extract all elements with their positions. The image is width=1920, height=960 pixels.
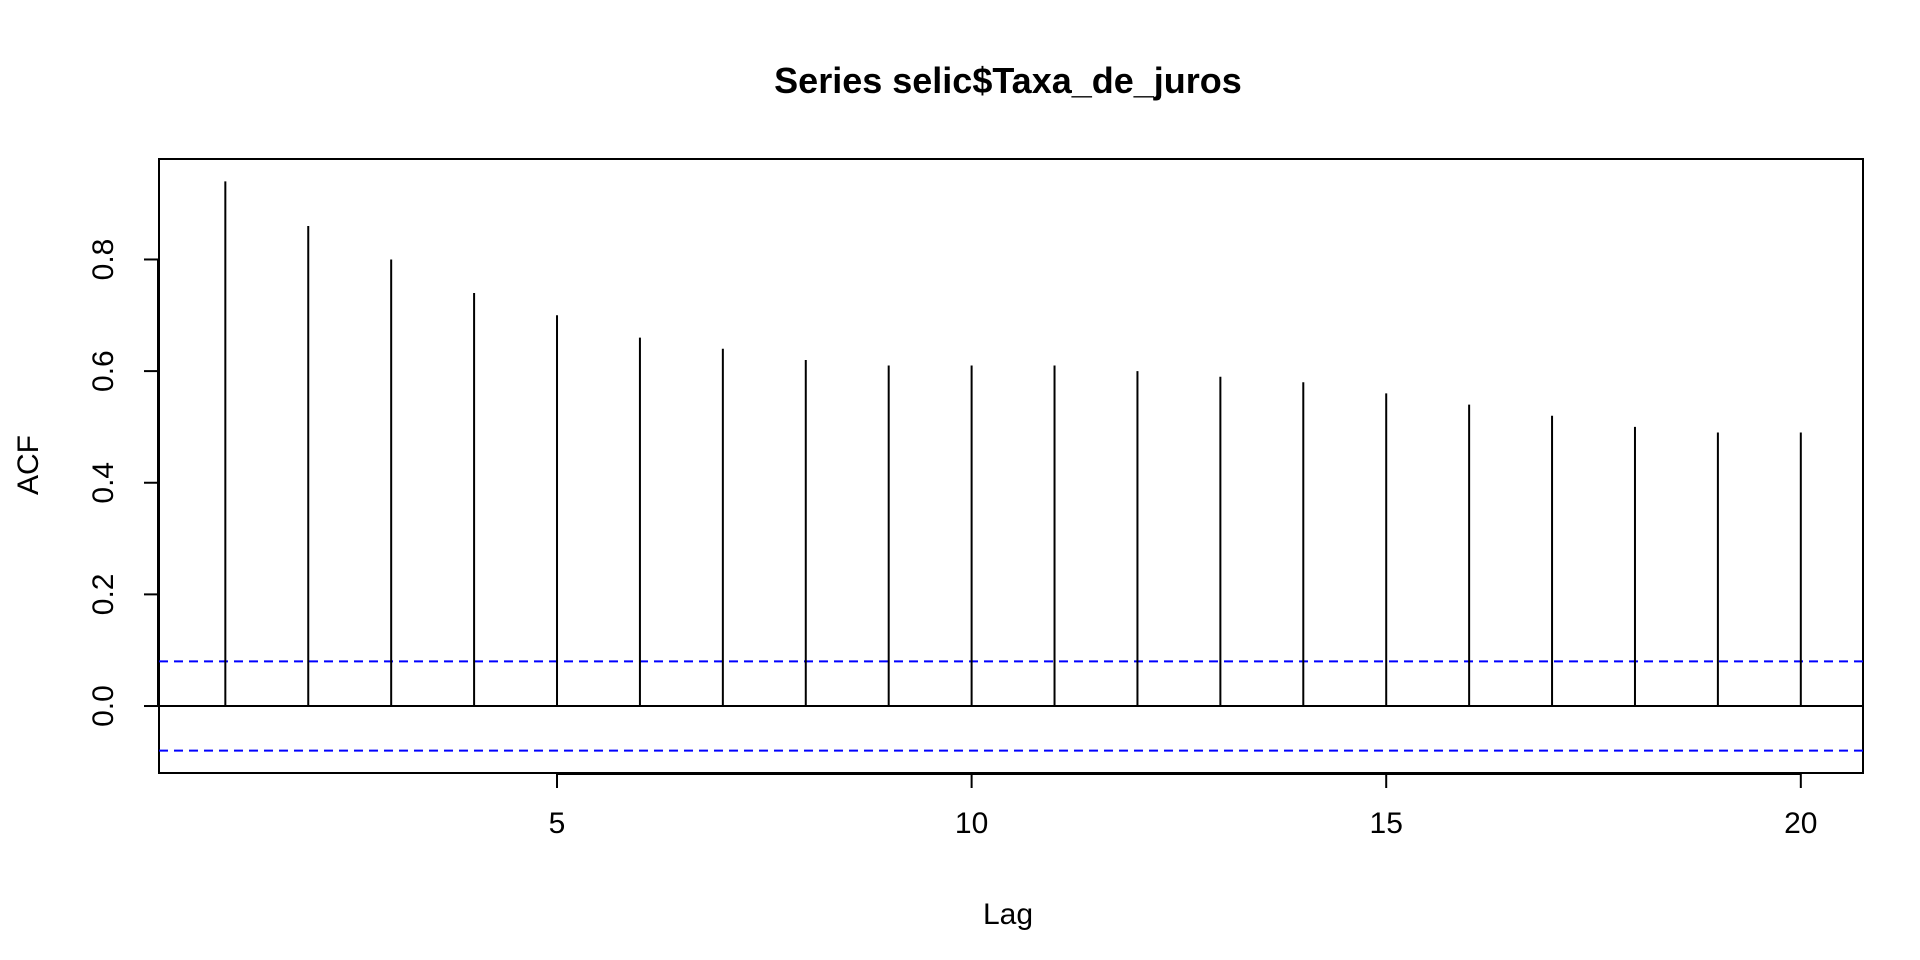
y-tick-label-0-2: 0.2 bbox=[87, 574, 120, 616]
chart-title: Series selic$Taxa_de_juros bbox=[774, 60, 1242, 101]
x-tick-label-5: 5 bbox=[549, 807, 566, 840]
y-tick-label-0-8: 0.8 bbox=[87, 239, 120, 281]
plot-frame bbox=[158, 158, 1864, 774]
x-tick-label-10: 10 bbox=[955, 807, 988, 840]
x-axis-label: Lag bbox=[983, 898, 1033, 931]
y-tick-label-0-6: 0.6 bbox=[87, 350, 120, 392]
chart-marks: 5 10 15 20 0.0 0.2 0.4 0.6 0.8 bbox=[87, 181, 1863, 840]
x-tick-label-15: 15 bbox=[1370, 807, 1403, 840]
y-tick-label-0: 0.0 bbox=[87, 685, 120, 727]
x-tick-label-20: 20 bbox=[1784, 807, 1817, 840]
y-axis-label: ACF bbox=[12, 435, 45, 495]
y-tick-label-0-4: 0.4 bbox=[87, 462, 120, 504]
